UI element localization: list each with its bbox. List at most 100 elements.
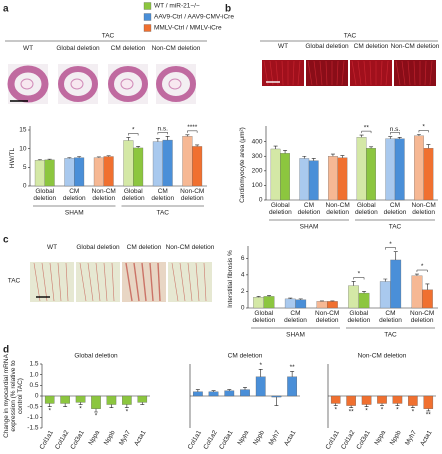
error-bar <box>185 134 190 137</box>
significance-bracket <box>416 269 428 273</box>
image-label: Global deletion <box>56 45 100 52</box>
image-label: WT <box>22 45 34 52</box>
label-box: Non-CM deletion <box>325 202 350 216</box>
significance-label: * <box>412 408 415 415</box>
x-tick-label: Col3a1 <box>69 429 86 451</box>
group-label: CM deletion <box>383 202 407 216</box>
error-bar <box>274 397 279 406</box>
bar <box>270 148 281 201</box>
x-tick-label: Myh7 <box>118 429 132 447</box>
error-bar <box>290 371 295 377</box>
significance-label: * <box>389 241 392 248</box>
error-bar <box>227 389 232 391</box>
bar <box>346 395 356 406</box>
chart-title: CM deletion <box>228 353 263 360</box>
group-label: Non-CM deletion <box>325 202 350 216</box>
bar <box>271 395 282 398</box>
image-label: CM deletion <box>110 45 146 52</box>
x-tick-label: Col1a2 <box>54 429 71 451</box>
bar <box>106 395 117 405</box>
y-tick-label: 0 <box>259 197 263 204</box>
significance-bracket <box>353 277 365 280</box>
legend-label: MMLV-Ctrl / MMLV-iCre <box>154 25 222 32</box>
group-label: Global deletion <box>121 188 145 202</box>
label-box: CM deletion <box>127 244 162 251</box>
chart-title: Global deletion <box>74 353 118 360</box>
texture <box>292 60 295 86</box>
fibrosis-streak <box>125 262 133 302</box>
error-bar <box>369 146 374 149</box>
heart-section <box>108 66 148 102</box>
error-bar <box>195 144 200 147</box>
error-bar <box>397 136 402 139</box>
label-box: Change in myocardial mRNA expression (% … <box>3 354 24 438</box>
section-label: SHAM <box>286 332 305 339</box>
texture <box>424 60 427 86</box>
heart-lumen <box>168 78 182 90</box>
significance-bracket <box>128 133 139 136</box>
group-label: CM deletion <box>62 188 86 202</box>
texture <box>313 60 318 86</box>
label-box: Global deletion <box>76 244 119 251</box>
x-tick-label: Nppa <box>236 429 250 446</box>
x-tick-label: Myh7 <box>268 429 282 447</box>
bar <box>316 301 328 309</box>
texture <box>336 60 339 86</box>
error-bar <box>267 295 272 297</box>
x-tick-label: Nppa <box>373 429 387 446</box>
y-tick-label: 0.5 <box>29 382 38 389</box>
error-bar <box>106 155 111 157</box>
label-box: Global deletion <box>305 43 349 50</box>
bar <box>162 139 173 187</box>
group-label: Global deletion <box>252 310 276 324</box>
y-tick-label: 400 <box>252 138 263 145</box>
error-bar <box>140 402 145 405</box>
legend-label: WT / miR-21−/− <box>154 3 200 10</box>
significance-label: * <box>421 263 424 270</box>
y-tick-label: 4 <box>241 272 245 279</box>
error-bar <box>349 405 354 409</box>
error-bar <box>383 278 388 282</box>
bar <box>182 136 193 187</box>
texture <box>263 60 269 86</box>
group-label: Non-CM deletion <box>180 188 205 202</box>
y-tick-label: 100 <box>252 182 263 189</box>
bar <box>394 138 405 201</box>
bar <box>414 135 424 201</box>
label-box: Non-CM deletion <box>166 244 215 251</box>
texture <box>275 60 279 86</box>
error-bar <box>47 403 52 407</box>
label-box: Non-CM deletion <box>180 188 205 202</box>
x-tick-label: Acta1 <box>133 429 148 447</box>
fibrosis-streak <box>65 262 69 302</box>
bar <box>75 395 86 403</box>
error-bar <box>380 403 384 406</box>
error-bar <box>416 134 421 136</box>
x-tick-label: Nppa <box>87 429 101 446</box>
label-box: WT <box>22 45 34 52</box>
significance-bracket <box>157 132 168 135</box>
label-box: Global deletion <box>56 45 100 52</box>
significance-label: * <box>95 413 98 420</box>
bar <box>295 299 307 309</box>
panel-header: TAC <box>344 33 357 40</box>
group-label: Global deletion <box>347 310 371 324</box>
error-bar <box>47 158 52 160</box>
label-box: Non-CM deletion <box>151 45 201 52</box>
y-tick-label: -1.0 <box>27 414 39 421</box>
image-label: Global deletion <box>305 43 349 50</box>
bar <box>423 148 434 201</box>
label-box: Global deletion <box>354 202 378 216</box>
image-label: Non-CM deletion <box>151 45 201 52</box>
error-bar <box>165 136 170 141</box>
x-tick-label: Col1a1 <box>325 429 342 451</box>
heart-section <box>156 66 196 102</box>
bar <box>192 391 203 397</box>
bar <box>328 156 338 201</box>
fibrosis-streak <box>195 262 200 302</box>
error-bar <box>393 251 398 260</box>
group-label: Global deletion <box>354 202 378 216</box>
texture <box>401 60 406 86</box>
error-bar <box>425 283 430 290</box>
bar <box>93 157 104 187</box>
